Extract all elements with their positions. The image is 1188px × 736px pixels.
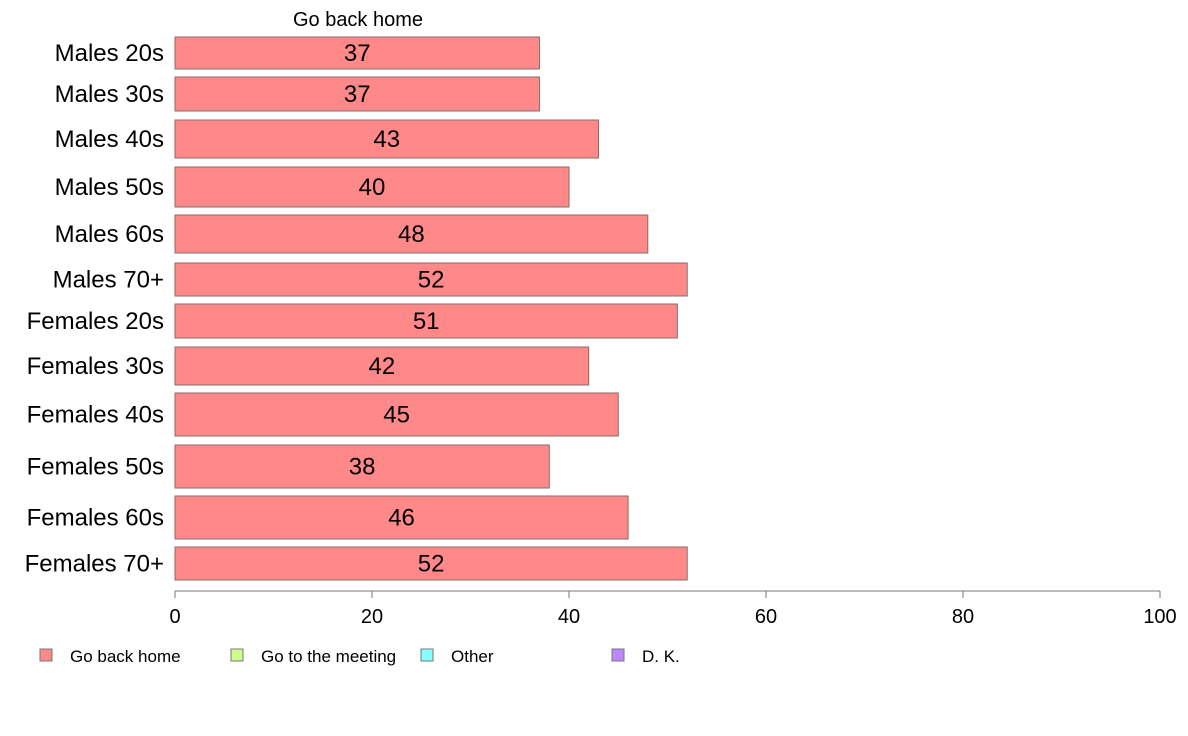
value-label-females-70plus: 52	[418, 551, 445, 578]
category-label-females-70plus: Females 70+	[25, 551, 164, 578]
category-label-males-40s: Males 40s	[55, 126, 164, 153]
bar-males-30s	[174, 76, 540, 112]
x-tick-label-0: 0	[169, 606, 180, 628]
x-tick-label-100: 100	[1143, 606, 1176, 628]
x-axis: 0 20 40 60 80 100	[169, 590, 1177, 628]
category-label-males-20s: Males 20s	[55, 40, 164, 67]
legend-label-go-to-the-meeting: Go to the meeting	[261, 647, 396, 666]
legend-label-other: Other	[451, 647, 494, 666]
category-label-males-70plus: Males 70+	[53, 267, 164, 294]
bar-females-50s	[174, 444, 550, 489]
value-label-females-30s: 42	[368, 353, 395, 380]
value-label-females-20s: 51	[413, 308, 440, 335]
x-tick-label-80: 80	[952, 606, 974, 628]
legend-swatch-go-to-the-meeting	[230, 648, 244, 662]
value-label-females-40s: 45	[383, 402, 410, 429]
category-label-males-30s: Males 30s	[55, 81, 164, 108]
segment-header-label: Go back home	[293, 9, 423, 31]
bars-layer	[174, 36, 688, 581]
category-label-males-50s: Males 50s	[55, 174, 164, 201]
category-labels: Males 20s Males 30s Males 40s Males 50s Male…	[25, 40, 164, 578]
bar-females-30s	[174, 346, 590, 386]
x-tick-label-40: 40	[558, 606, 580, 628]
bar-females-20s	[174, 303, 678, 339]
legend: Go back home Go to the meeting Other D. K.	[39, 647, 680, 666]
bar-females-60s	[174, 495, 629, 540]
value-label-females-60s: 46	[388, 505, 415, 532]
value-label-males-30s: 37	[344, 81, 371, 108]
category-label-males-60s: Males 60s	[55, 221, 164, 248]
bar-males-50s	[174, 166, 570, 208]
legend-swatch-other	[420, 648, 434, 662]
value-label-males-70plus: 52	[418, 267, 445, 294]
category-label-females-50s: Females 50s	[27, 454, 164, 481]
legend-label-go-back-home: Go back home	[70, 647, 181, 666]
category-label-females-40s: Females 40s	[27, 402, 164, 429]
legend-label-d-k: D. K.	[642, 647, 680, 666]
value-label-females-50s: 38	[349, 454, 376, 481]
x-tick-label-60: 60	[755, 606, 777, 628]
legend-swatch-go-back-home	[39, 648, 53, 662]
category-label-females-20s: Females 20s	[27, 308, 164, 335]
bar-females-70plus	[174, 546, 688, 581]
value-label-males-60s: 48	[398, 221, 425, 248]
category-label-females-60s: Females 60s	[27, 505, 164, 532]
bar-males-60s	[174, 214, 649, 254]
bar-males-20s	[174, 36, 540, 70]
value-label-males-40s: 43	[373, 126, 400, 153]
value-label-males-20s: 37	[344, 40, 371, 67]
value-label-males-50s: 40	[359, 174, 386, 201]
bar-females-40s	[174, 392, 619, 437]
category-label-females-30s: Females 30s	[27, 353, 164, 380]
bar-males-40s	[174, 119, 600, 159]
bar-males-70plus	[174, 262, 688, 297]
x-tick-label-20: 20	[361, 606, 383, 628]
legend-swatch-d-k	[611, 648, 625, 662]
